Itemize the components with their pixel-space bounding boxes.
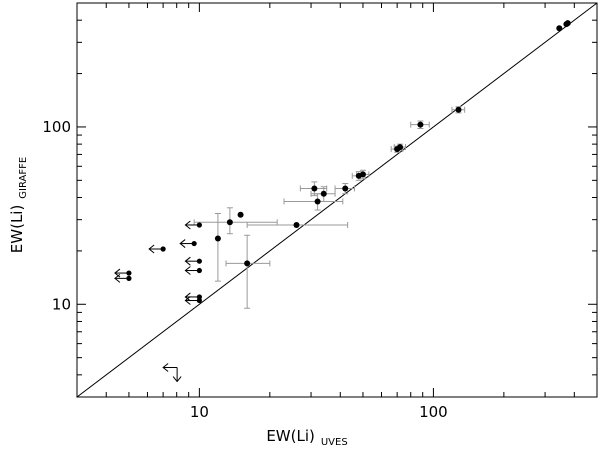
x-tick-label: 10 (190, 403, 209, 421)
x-axis-label: EW(Li) UVES (266, 427, 347, 448)
upper-limit-arrows (114, 220, 200, 383)
limit-point (126, 270, 132, 276)
data-point (226, 219, 233, 226)
tick-labels: 10 100 10 100 (42, 118, 447, 421)
x-tick-label: 100 (419, 403, 448, 421)
limit-point (196, 258, 202, 264)
limit-point (196, 222, 202, 228)
data-point (314, 198, 321, 205)
data-point (563, 21, 570, 28)
x-axis-label-main: EW(Li) (266, 427, 315, 445)
limit-arrow-head (162, 363, 169, 372)
limit-point (191, 240, 197, 247)
data-point (455, 106, 462, 113)
data-point (237, 211, 244, 218)
limit-arrow-head (179, 239, 186, 248)
one-to-one-line (76, 2, 598, 398)
y-axis-label-sub: GIRAFFE (18, 157, 29, 199)
data-points (126, 20, 571, 304)
data-point (214, 235, 221, 242)
limit-arrow-head (184, 296, 191, 305)
data-point (355, 172, 362, 179)
limit-arrow-head (114, 273, 121, 283)
limit-arrow-head (148, 244, 155, 254)
y-axis-label-main: EW(Li) (8, 205, 26, 254)
data-point (417, 121, 424, 128)
x-axis-label-sub: UVES (321, 437, 348, 448)
data-point (293, 221, 300, 228)
limit-arrow-head (172, 376, 182, 383)
data-point (244, 260, 251, 267)
data-point (556, 25, 563, 32)
data-point (320, 190, 327, 197)
limit-point (196, 267, 202, 274)
limit-point (160, 246, 166, 252)
limit-arrow-head (184, 220, 191, 230)
y-tick-label: 100 (42, 118, 71, 136)
limit-point (196, 297, 202, 304)
limit-arrow-head (184, 256, 191, 266)
limit-point (126, 275, 132, 281)
data-point (394, 146, 401, 153)
data-point (311, 185, 318, 192)
y-tick-label: 10 (52, 295, 71, 313)
axis-ticks (76, 2, 598, 398)
limit-arrow-head (184, 266, 191, 275)
limit-arrow-head (184, 292, 191, 302)
plot-frame (76, 2, 598, 398)
limit-point (196, 294, 202, 300)
y-axis-label: EW(Li) GIRAFFE (8, 157, 29, 253)
data-point (342, 185, 349, 192)
